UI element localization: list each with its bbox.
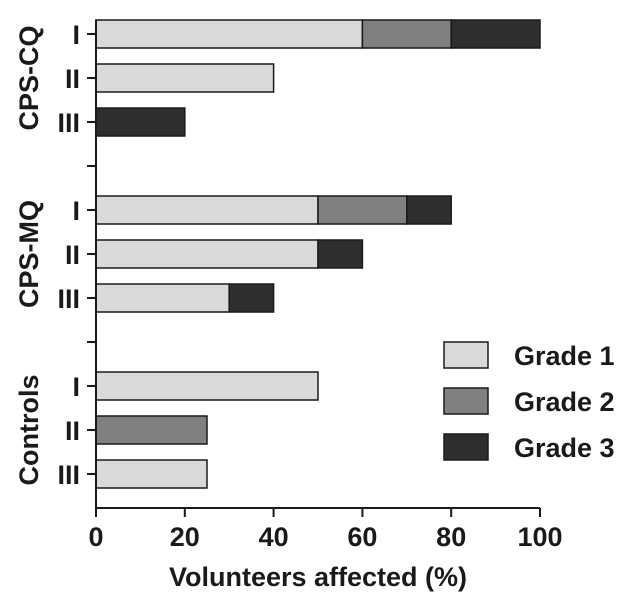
bar-segment-grade-1 (95, 19, 364, 49)
bar-segment-grade-1 (95, 371, 319, 401)
bar-segment-grade-3 (317, 239, 364, 269)
legend-label: Grade 1 (514, 341, 615, 371)
group-label: CPS-MQ (14, 200, 44, 308)
bar-segment-grade-1 (95, 239, 319, 269)
axes-layer (87, 20, 541, 517)
x-tick-label: 20 (170, 522, 200, 552)
bar-segment-grade-2 (317, 195, 408, 225)
group-label: CPS-CQ (14, 25, 44, 130)
x-tick-label: 80 (436, 522, 466, 552)
x-tick-label: 40 (259, 522, 289, 552)
bar-segment-grade-3 (406, 195, 452, 225)
x-tick-label: 60 (347, 522, 377, 552)
bar-segment-grade-1 (95, 459, 208, 489)
legend-swatch (443, 433, 489, 461)
row-label: I (72, 372, 80, 402)
legend-label: Grade 3 (514, 433, 615, 463)
x-tick-label: 100 (517, 522, 562, 552)
legend-swatch (443, 387, 489, 415)
bar-segment-grade-3 (95, 107, 186, 137)
x-axis-title: Volunteers affected (%) (169, 562, 467, 592)
legend-swatch (443, 341, 489, 369)
bar-segment-grade-1 (95, 283, 230, 313)
bar-segment-grade-1 (95, 195, 319, 225)
row-label: III (57, 284, 80, 314)
bar-segment-grade-1 (95, 63, 275, 93)
bar-segment-grade-3 (228, 283, 275, 313)
legend-label: Grade 2 (514, 387, 615, 417)
bar-segment-grade-2 (361, 19, 452, 49)
bar-segment-grade-3 (450, 19, 541, 49)
row-label: II (65, 64, 80, 94)
bars-layer (95, 19, 541, 489)
row-label: III (57, 460, 80, 490)
row-label: II (65, 240, 80, 270)
legend: Grade 1 Grade 2 Grade 3 (443, 341, 615, 463)
x-tick-label: 0 (88, 522, 103, 552)
row-label: I (72, 20, 80, 50)
bar-segment-grade-2 (95, 415, 208, 445)
row-label: II (65, 416, 80, 446)
row-label: I (72, 196, 80, 226)
group-label: Controls (14, 375, 44, 486)
row-label: III (57, 108, 80, 138)
